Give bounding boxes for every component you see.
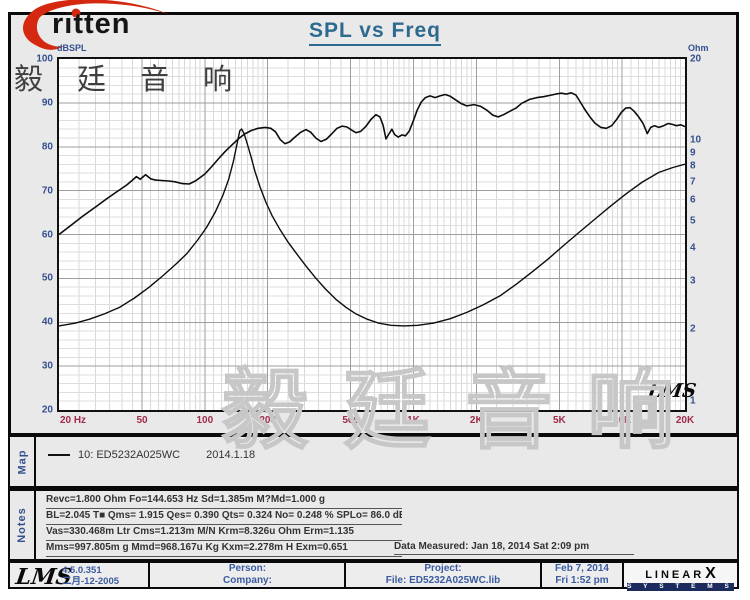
watermark-center-cn: 毅 廷 音 响 (221, 362, 680, 460)
notes-line: BL=2.045 T■ Qms= 1.915 Qes= 0.390 Qts= 0… (46, 509, 402, 525)
y-right-axis-caption: Ohm (688, 43, 709, 53)
y-left-tick: 60 (41, 229, 53, 240)
y-left-tick: 40 (41, 316, 53, 328)
y-left-tick: 80 (41, 141, 53, 153)
software-version: 4.5.0.351 二月-12-2005 (62, 565, 119, 587)
y-left-axis-caption: dBSPL (57, 43, 87, 53)
print-time: Fri 1:52 pm (555, 575, 609, 586)
spl-freq-plot (57, 57, 687, 412)
x-axis-tick: 10K (612, 415, 632, 426)
map-section: Map 10: ED5232A025WC 2014.1.18 (8, 433, 739, 488)
legend-name: 10: ED5232A025WC (78, 449, 181, 461)
footer-linearx-cell: LINEAR X S Y S T E M S (622, 561, 739, 591)
print-date: Feb 7, 2014 (555, 563, 609, 574)
notes-section-label: Notes (10, 491, 36, 559)
impedance-curve (59, 128, 685, 327)
notes-line: Mms=997.805m g Mmd=968.167u Kg Kxm=2.278… (46, 541, 402, 557)
y-right-tick: 7 (690, 176, 696, 188)
footer-project-cell: Project: File: ED5232A025WC.lib (344, 561, 542, 589)
y-right-tick: 1 (690, 395, 696, 407)
brand-text: ritten (52, 8, 131, 40)
y-right-tick: 9 (690, 147, 696, 159)
x-axis-tick: 20K (675, 415, 695, 426)
x-axis-tick: 100 (196, 415, 214, 426)
ts-parameter-lines: Revc=1.800 Ohm Fo=144.653 Hz Sd=1.385m M… (46, 493, 402, 557)
y-right-tick: 2 (690, 323, 696, 335)
y-left-tick: 90 (41, 97, 53, 109)
person-label: Person: (228, 563, 267, 574)
y-right-tick: 20 (690, 53, 702, 65)
y-right-tick: 10 (690, 134, 702, 146)
spl-curve (59, 92, 685, 236)
y-left-tick: 20 (41, 404, 53, 416)
linearx-logo: LINEAR X S Y S T E M S (627, 565, 734, 591)
y-right-tick: 3 (690, 275, 696, 287)
x-axis-tick: 5K (552, 415, 566, 426)
brand-logo: ritten (10, 0, 185, 58)
x-axis-tick: 50 (136, 415, 148, 426)
company-label: Company: (223, 575, 272, 586)
map-section-label: Map (10, 437, 36, 486)
x-axis-tick: 200 (259, 415, 276, 426)
watermark-header-cn: 毅 廷 音 响 (14, 64, 246, 96)
x-axis-tick: 1K (407, 415, 420, 426)
y-right-tick: 4 (690, 242, 696, 254)
data-measured-line: Data Measured: Jan 18, 2014 Sat 2:09 pm (394, 540, 634, 555)
y-left-tick: 50 (41, 272, 53, 284)
x-axis-tick: 500 (342, 415, 360, 426)
footer-date-cell: Feb 7, 2014 Fri 1:52 pm (540, 561, 624, 589)
grid-lines (59, 59, 685, 410)
notes-line: Vas=330.468m Ltr Cms=1.213m M/N Krm=8.32… (46, 525, 402, 541)
y-right-tick: 8 (690, 160, 696, 172)
page-title: SPL vs Freq (0, 19, 750, 46)
y-left-tick: 100 (36, 53, 53, 65)
y-right-tick: 5 (690, 215, 696, 227)
footer-lms-cell: LMS 4.5.0.351 二月-12-2005 (8, 561, 150, 590)
x-axis-tick: 2K (469, 415, 483, 426)
notes-line: Revc=1.800 Ohm Fo=144.653 Hz Sd=1.385m M… (46, 493, 402, 509)
linearx-x: X (705, 565, 716, 582)
logo-swoosh-icon (23, 0, 170, 50)
footer-bar: LMS 4.5.0.351 二月-12-2005 Person: Company… (8, 561, 739, 591)
file-label: File: ED5232A025WC.lib (385, 575, 501, 586)
plot-canvas (59, 59, 685, 410)
version-number: 4.5.0.351 (62, 565, 102, 576)
version-date: 二月-12-2005 (62, 576, 120, 587)
linearx-systems-bar: S Y S T E M S (627, 583, 734, 591)
notes-section: Notes Revc=1.800 Ohm Fo=144.653 Hz Sd=1.… (8, 488, 739, 561)
footer-person-cell: Person: Company: (148, 561, 347, 589)
project-label: Project: (424, 563, 462, 574)
linearx-wordmark: LINEAR (645, 569, 705, 581)
legend-line-sample (48, 454, 70, 457)
y-left-tick: 30 (41, 360, 53, 372)
y-right-tick: 6 (690, 194, 696, 206)
x-axis-tick: 20 Hz (59, 415, 87, 426)
y-left-tick: 70 (41, 185, 53, 197)
curve-legend: 10: ED5232A025WC 2014.1.18 (48, 449, 255, 461)
legend-date: 2014.1.18 (206, 449, 256, 461)
